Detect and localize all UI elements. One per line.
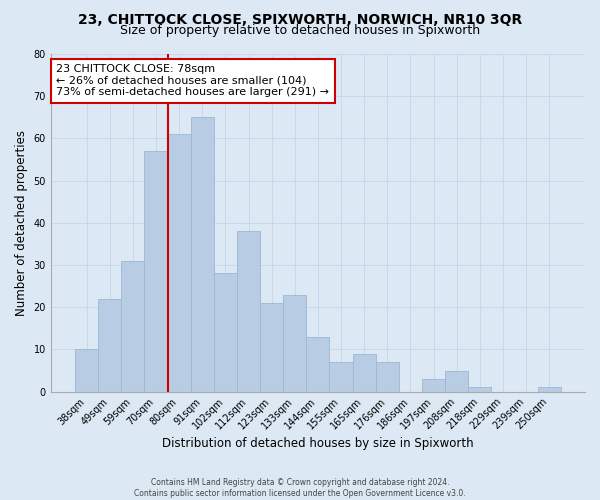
Text: 23, CHITTOCK CLOSE, SPIXWORTH, NORWICH, NR10 3QR: 23, CHITTOCK CLOSE, SPIXWORTH, NORWICH, …	[78, 12, 522, 26]
Bar	[353, 354, 376, 392]
Bar	[329, 362, 353, 392]
Bar	[283, 294, 307, 392]
Bar	[167, 134, 191, 392]
Bar	[191, 118, 214, 392]
Text: Contains HM Land Registry data © Crown copyright and database right 2024.
Contai: Contains HM Land Registry data © Crown c…	[134, 478, 466, 498]
Bar	[445, 370, 468, 392]
Bar	[145, 151, 167, 392]
Bar	[98, 299, 121, 392]
Y-axis label: Number of detached properties: Number of detached properties	[15, 130, 28, 316]
Bar	[260, 303, 283, 392]
Bar	[376, 362, 399, 392]
Bar	[75, 350, 98, 392]
X-axis label: Distribution of detached houses by size in Spixworth: Distribution of detached houses by size …	[162, 437, 474, 450]
Bar	[121, 261, 145, 392]
Bar	[307, 337, 329, 392]
Bar	[214, 274, 237, 392]
Text: 23 CHITTOCK CLOSE: 78sqm
← 26% of detached houses are smaller (104)
73% of semi-: 23 CHITTOCK CLOSE: 78sqm ← 26% of detach…	[56, 64, 329, 98]
Bar	[237, 232, 260, 392]
Text: Size of property relative to detached houses in Spixworth: Size of property relative to detached ho…	[120, 24, 480, 37]
Bar	[422, 379, 445, 392]
Bar	[538, 388, 561, 392]
Bar	[468, 388, 491, 392]
